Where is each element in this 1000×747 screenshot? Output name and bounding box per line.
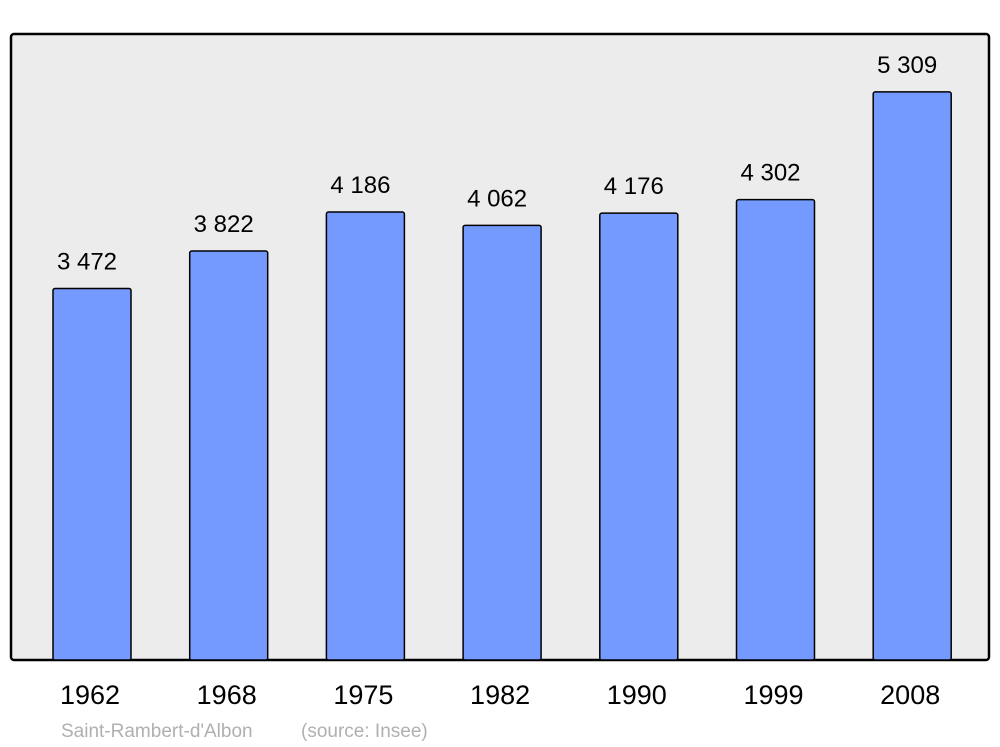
- x-tick-label: 1999: [743, 680, 803, 710]
- value-label-1982: 4 062: [467, 185, 527, 212]
- x-tick-label: 1982: [470, 680, 530, 710]
- footer-place: Saint-Rambert-d'Albon: [61, 721, 253, 742]
- value-label-1975: 4 186: [330, 172, 390, 199]
- bar-2008: [872, 91, 952, 661]
- bar-1968: [188, 250, 269, 661]
- bar-1999: [735, 198, 816, 661]
- bar-1975: [325, 211, 406, 661]
- x-tick-label: 1968: [197, 680, 257, 710]
- value-label-1968: 3 822: [194, 211, 254, 238]
- footer-source: (source: Insee): [301, 721, 428, 742]
- value-label-2008: 5 309: [877, 52, 937, 79]
- bar-1962: [52, 287, 132, 661]
- x-tick-label: 1990: [607, 680, 667, 710]
- value-label-1962: 3 472: [57, 248, 117, 275]
- value-label-1990: 4 176: [604, 173, 664, 200]
- x-tick-label: 2008: [880, 680, 940, 710]
- value-label-1999: 4 302: [740, 160, 800, 187]
- bar-1990: [599, 212, 679, 661]
- bar-1982: [462, 224, 542, 661]
- x-tick-label: 1975: [333, 680, 393, 710]
- x-tick-label: 1962: [60, 680, 120, 710]
